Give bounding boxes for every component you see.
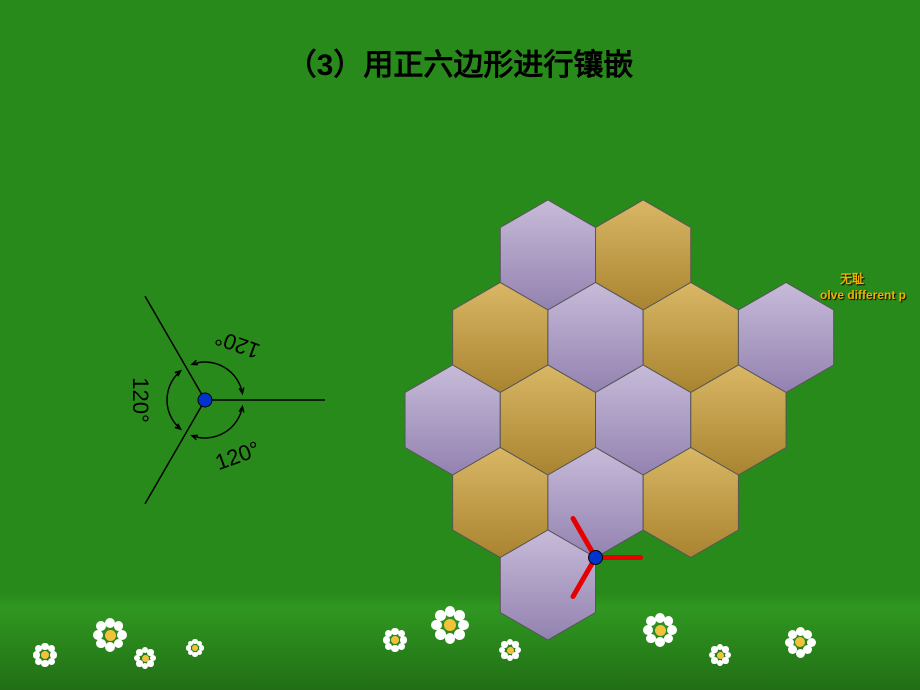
flower-icon bbox=[379, 624, 411, 656]
angle-arc bbox=[192, 362, 242, 393]
hexagon-tessellation bbox=[400, 195, 839, 650]
flower-icon bbox=[131, 644, 159, 672]
angle-label: 120° bbox=[212, 325, 263, 364]
angle-diagram-svg: 120° 120° 120° bbox=[45, 280, 345, 540]
flower-icon bbox=[706, 641, 734, 669]
vertex-dot bbox=[589, 551, 603, 565]
flower-icon bbox=[29, 639, 61, 671]
flower-icon bbox=[496, 636, 524, 664]
angle-arc bbox=[167, 371, 181, 429]
flower-icon bbox=[88, 613, 132, 657]
hex-tessellation-svg bbox=[400, 195, 839, 645]
flower-icon bbox=[183, 636, 207, 660]
angle-diagram: 120° 120° 120° bbox=[45, 280, 345, 540]
slide-title: （3）用正六边形进行镶嵌 bbox=[0, 40, 920, 84]
flower-icon bbox=[426, 601, 474, 649]
angle-arc bbox=[192, 407, 242, 438]
angle-center-dot bbox=[198, 393, 212, 407]
background-text: 无耻 bbox=[840, 270, 864, 287]
flower-icon bbox=[780, 622, 820, 662]
angle-label: 120° bbox=[128, 377, 153, 423]
flower-icon bbox=[638, 608, 682, 652]
slide-root: （3）用正六边形进行镶嵌 无耻olve different p 120°120°… bbox=[0, 0, 920, 690]
angle-label: 120° bbox=[212, 436, 263, 475]
